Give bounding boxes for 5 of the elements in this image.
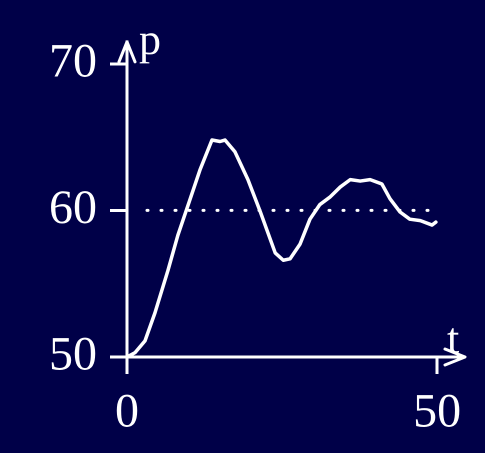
y-tick-label: 60	[49, 181, 97, 234]
y-tick-label: 70	[49, 34, 97, 88]
y-tick-label: 50	[49, 328, 97, 381]
x-tick-label: 0	[115, 384, 139, 438]
y-axis-title: p	[139, 14, 161, 64]
